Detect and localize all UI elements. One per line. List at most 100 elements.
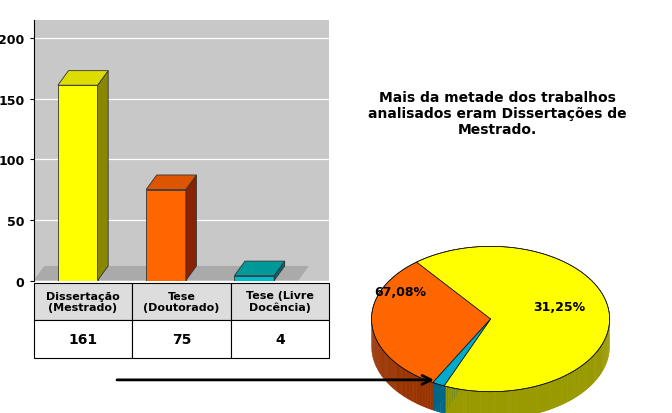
Polygon shape bbox=[418, 377, 419, 405]
Polygon shape bbox=[186, 176, 196, 281]
Polygon shape bbox=[567, 374, 569, 402]
Polygon shape bbox=[587, 361, 588, 389]
Polygon shape bbox=[604, 339, 605, 368]
Polygon shape bbox=[537, 385, 539, 413]
Polygon shape bbox=[458, 389, 461, 413]
Polygon shape bbox=[458, 389, 460, 413]
Polygon shape bbox=[389, 357, 390, 386]
Polygon shape bbox=[420, 377, 421, 406]
Polygon shape bbox=[404, 369, 405, 397]
Polygon shape bbox=[425, 380, 426, 408]
Polygon shape bbox=[449, 387, 451, 413]
Polygon shape bbox=[488, 392, 490, 413]
Polygon shape bbox=[451, 388, 453, 413]
Polygon shape bbox=[576, 369, 577, 397]
Polygon shape bbox=[415, 375, 416, 404]
Polygon shape bbox=[526, 388, 528, 413]
Polygon shape bbox=[586, 361, 588, 390]
Polygon shape bbox=[473, 391, 476, 413]
Polygon shape bbox=[566, 375, 567, 403]
Polygon shape bbox=[506, 391, 508, 413]
Text: Mais da metade dos trabalhos
analisados eram Dissertações de
Mestrado.: Mais da metade dos trabalhos analisados … bbox=[368, 90, 626, 137]
Polygon shape bbox=[536, 386, 537, 413]
Polygon shape bbox=[589, 359, 590, 388]
Polygon shape bbox=[456, 389, 458, 413]
Polygon shape bbox=[423, 379, 424, 407]
Polygon shape bbox=[579, 366, 581, 395]
Polygon shape bbox=[404, 369, 405, 397]
Polygon shape bbox=[577, 368, 579, 396]
Polygon shape bbox=[588, 360, 589, 389]
Polygon shape bbox=[581, 365, 583, 394]
Polygon shape bbox=[602, 344, 603, 373]
Polygon shape bbox=[146, 190, 186, 281]
Polygon shape bbox=[424, 380, 425, 408]
Polygon shape bbox=[419, 377, 421, 406]
Polygon shape bbox=[416, 376, 417, 404]
Polygon shape bbox=[429, 381, 430, 409]
Polygon shape bbox=[583, 363, 585, 392]
Polygon shape bbox=[511, 390, 513, 413]
Polygon shape bbox=[515, 390, 517, 413]
Polygon shape bbox=[597, 351, 598, 380]
Polygon shape bbox=[401, 366, 402, 395]
Polygon shape bbox=[446, 387, 448, 413]
Polygon shape bbox=[486, 392, 488, 413]
Polygon shape bbox=[592, 356, 593, 385]
Polygon shape bbox=[390, 358, 391, 387]
Polygon shape bbox=[58, 71, 108, 86]
Polygon shape bbox=[379, 345, 380, 374]
Polygon shape bbox=[562, 377, 563, 405]
Polygon shape bbox=[539, 385, 541, 413]
Polygon shape bbox=[480, 392, 482, 413]
Polygon shape bbox=[571, 372, 572, 401]
Polygon shape bbox=[590, 358, 591, 387]
Polygon shape bbox=[431, 382, 432, 410]
Polygon shape bbox=[146, 176, 196, 190]
Polygon shape bbox=[274, 261, 285, 281]
Polygon shape bbox=[433, 319, 491, 386]
Polygon shape bbox=[595, 352, 597, 381]
Polygon shape bbox=[503, 391, 506, 413]
Polygon shape bbox=[384, 352, 386, 381]
Polygon shape bbox=[429, 381, 431, 409]
Polygon shape bbox=[544, 383, 546, 411]
Polygon shape bbox=[417, 376, 418, 404]
Polygon shape bbox=[444, 386, 446, 413]
Polygon shape bbox=[521, 389, 523, 413]
Polygon shape bbox=[597, 350, 598, 379]
Polygon shape bbox=[433, 319, 491, 410]
Polygon shape bbox=[513, 390, 515, 413]
Polygon shape bbox=[424, 379, 425, 407]
Polygon shape bbox=[563, 376, 565, 404]
Polygon shape bbox=[493, 392, 495, 413]
Polygon shape bbox=[519, 389, 521, 413]
Polygon shape bbox=[569, 373, 571, 401]
Polygon shape bbox=[551, 381, 553, 409]
Polygon shape bbox=[496, 392, 498, 413]
Polygon shape bbox=[393, 361, 394, 389]
Polygon shape bbox=[491, 392, 493, 413]
Polygon shape bbox=[427, 380, 428, 408]
Polygon shape bbox=[442, 385, 444, 413]
Polygon shape bbox=[478, 392, 480, 413]
Polygon shape bbox=[461, 389, 463, 413]
Polygon shape bbox=[530, 387, 533, 413]
Polygon shape bbox=[444, 319, 491, 413]
Polygon shape bbox=[560, 377, 562, 406]
Polygon shape bbox=[540, 385, 542, 413]
Polygon shape bbox=[387, 355, 388, 384]
Polygon shape bbox=[478, 392, 480, 413]
Polygon shape bbox=[380, 347, 382, 376]
Polygon shape bbox=[585, 362, 587, 390]
Polygon shape bbox=[544, 384, 546, 411]
Polygon shape bbox=[411, 373, 412, 401]
Polygon shape bbox=[595, 352, 597, 381]
Polygon shape bbox=[463, 390, 466, 413]
Polygon shape bbox=[433, 383, 435, 411]
Polygon shape bbox=[476, 391, 478, 413]
Polygon shape bbox=[515, 390, 518, 413]
Polygon shape bbox=[392, 360, 393, 389]
Polygon shape bbox=[591, 357, 592, 386]
Polygon shape bbox=[403, 368, 404, 396]
